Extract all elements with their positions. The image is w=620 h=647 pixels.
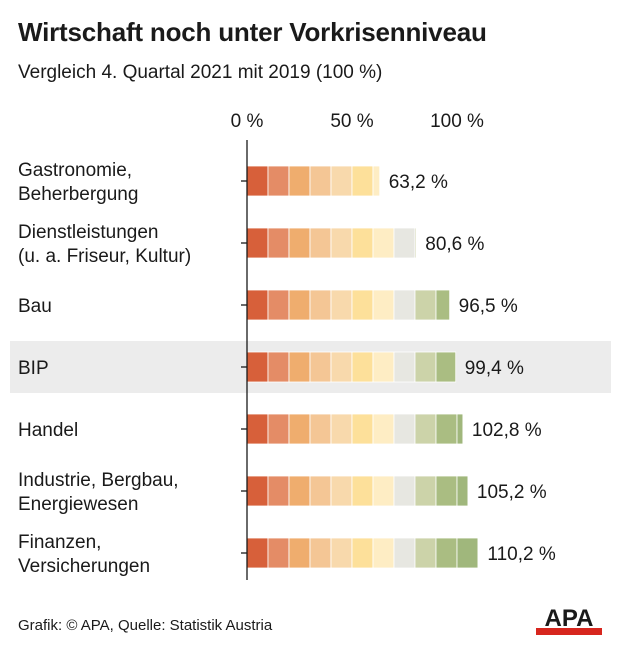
bar-segment	[330, 413, 353, 445]
bar-segment	[414, 413, 437, 445]
bar-segment	[288, 537, 311, 569]
category-label: Beherbergung	[18, 184, 138, 205]
bar-segment	[309, 351, 332, 383]
bar-value-label: 102,8 %	[472, 420, 542, 441]
category-label: Bau	[18, 296, 52, 317]
apa-logo-bar	[536, 628, 602, 635]
bar-segment	[246, 289, 269, 321]
category-label: (u. a. Friseur, Kultur)	[18, 246, 191, 267]
x-tick-label: 100 %	[430, 111, 484, 132]
bar-value-label: 80,6 %	[425, 234, 484, 255]
bar-segment	[372, 537, 395, 569]
bar-segment	[351, 351, 374, 383]
category-label: Energiewesen	[18, 494, 138, 515]
bar-segment	[351, 475, 374, 507]
bar-segment	[435, 413, 458, 445]
bar-segment	[330, 351, 353, 383]
bar-segment	[372, 413, 395, 445]
bar-segment	[393, 475, 416, 507]
bar-segment	[246, 413, 269, 445]
bar-segment	[267, 227, 290, 259]
category-label: Versicherungen	[18, 556, 150, 577]
bar-segment	[393, 227, 416, 259]
category-label: Industrie, Bergbau,	[18, 470, 179, 491]
category-label: Finanzen,	[18, 532, 101, 553]
bar-segment	[288, 227, 311, 259]
bar-value-label: 105,2 %	[477, 482, 547, 503]
bar-segment	[246, 351, 269, 383]
bar-value-label: 63,2 %	[389, 172, 448, 193]
bar-segment	[309, 289, 332, 321]
bar-value-label: 99,4 %	[465, 358, 524, 379]
bar-segment	[372, 351, 395, 383]
bar-segment	[435, 289, 451, 321]
bar-segment	[456, 537, 479, 569]
bar-segment	[309, 165, 332, 197]
bar-segment	[288, 165, 311, 197]
bar-segment	[309, 413, 332, 445]
source-credit: Grafik: © APA, Quelle: Statistik Austria	[18, 617, 273, 634]
bar-segment	[267, 537, 290, 569]
bar-segment	[414, 537, 437, 569]
bar-segment	[309, 537, 332, 569]
bar-segment	[351, 537, 374, 569]
category-label: Gastronomie,	[18, 160, 132, 181]
bar-segment	[288, 351, 311, 383]
chart-subtitle: Vergleich 4. Quartal 2021 mit 2019 (100 …	[18, 62, 383, 83]
bar-segment	[414, 351, 437, 383]
apa-logo: APA	[536, 605, 602, 635]
bar-segment	[246, 165, 269, 197]
bar-segment	[267, 351, 290, 383]
apa-logo-text: APA	[545, 605, 594, 632]
bar-segment	[267, 289, 290, 321]
bar-segment	[351, 227, 374, 259]
bar-segment	[414, 289, 437, 321]
bar-value-label: 96,5 %	[459, 296, 518, 317]
bar-segment	[267, 165, 290, 197]
bar-segment	[435, 537, 458, 569]
bar-segment	[288, 475, 311, 507]
bar-segment	[393, 413, 416, 445]
bar-segment	[393, 537, 416, 569]
bar-segment	[351, 165, 374, 197]
bar-segment	[330, 537, 353, 569]
bar-segment	[330, 475, 353, 507]
bar-segment	[309, 475, 332, 507]
category-label: Dienstleistungen	[18, 222, 158, 243]
bar-segment	[309, 227, 332, 259]
bar-segment	[372, 289, 395, 321]
bar-segment	[330, 165, 353, 197]
bar-segment	[246, 475, 269, 507]
category-label: BIP	[18, 358, 49, 379]
bar-segment	[456, 475, 469, 507]
bar-chart: 0 % 50 % 100 % 63,2 % 80,6 % 96,5 % 99,4 % 102,…	[10, 111, 611, 580]
bar-segment	[393, 351, 416, 383]
bar-segment	[351, 289, 374, 321]
bar-segment	[372, 165, 381, 197]
bar-segment	[246, 227, 269, 259]
bar-segment	[330, 227, 353, 259]
category-label: Handel	[18, 420, 78, 441]
bar-segment	[435, 351, 457, 383]
bar-segment	[414, 475, 437, 507]
bar-segment	[246, 537, 269, 569]
bar-value-label: 110,2 %	[487, 544, 555, 565]
bar-segment	[393, 289, 416, 321]
chart-title: Wirtschaft noch unter Vorkrisenniveau	[18, 17, 487, 47]
bar-segment	[267, 475, 290, 507]
bar-segment	[267, 413, 290, 445]
x-tick-label: 0 %	[231, 111, 264, 132]
x-tick-label: 50 %	[330, 111, 373, 132]
bar-segment	[456, 413, 464, 445]
bar-segment	[372, 475, 395, 507]
bar-segment	[435, 475, 458, 507]
bar-segment	[288, 413, 311, 445]
bar-segment	[288, 289, 311, 321]
bar-segment	[372, 227, 395, 259]
bar-segment	[351, 413, 374, 445]
bar-segment	[330, 289, 353, 321]
bar-segment	[414, 227, 417, 259]
